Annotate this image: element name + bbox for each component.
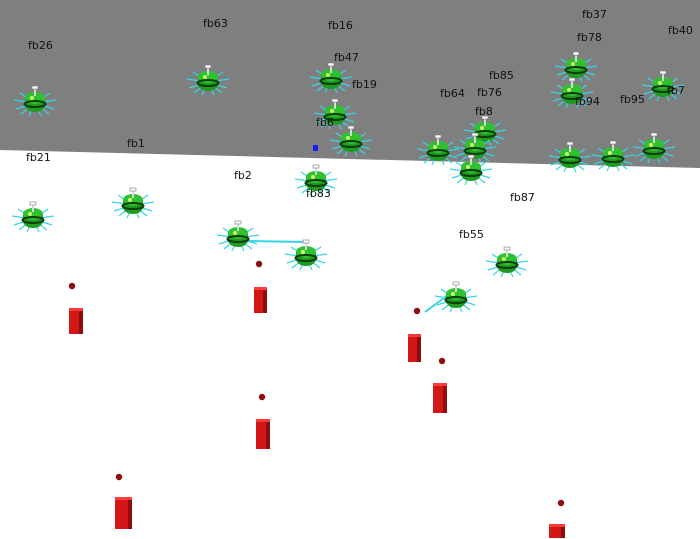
robot-label-fb7[interactable]: fb7 xyxy=(667,85,685,97)
robot-label-fb2[interactable]: fb2 xyxy=(234,170,252,182)
robot-label-fb16[interactable]: fb16 xyxy=(328,20,353,32)
robot-label-fb87[interactable]: fb87 xyxy=(510,192,535,204)
obstacle-marker-2 xyxy=(256,261,262,267)
robot-label-fb1[interactable]: fb1 xyxy=(127,138,145,150)
target-marker[interactable] xyxy=(313,145,318,151)
robot-20[interactable] xyxy=(285,240,327,270)
robot-label-fb64[interactable]: fb64 xyxy=(440,88,465,100)
robot-18[interactable] xyxy=(12,202,54,232)
robot-label-fb8[interactable]: fb8 xyxy=(475,106,493,118)
robot-label-fb85[interactable]: fb85 xyxy=(489,70,514,82)
obstacle-marker-5 xyxy=(259,394,265,400)
robot-label-fb76[interactable]: fb76 xyxy=(477,87,502,99)
obstacle-marker-7 xyxy=(558,500,564,506)
robot-label-fb63[interactable]: fb63 xyxy=(203,18,228,30)
robot-22[interactable] xyxy=(435,282,477,312)
robot-label-fb37[interactable]: fb37 xyxy=(582,9,607,21)
obstacle-marker-3 xyxy=(414,308,420,314)
robot-icon xyxy=(435,282,477,312)
obstacle-block-6[interactable] xyxy=(115,497,132,529)
robot-label-fb95[interactable]: fb95 xyxy=(620,94,645,106)
robot-label-fb55[interactable]: fb55 xyxy=(459,229,484,241)
robot-icon xyxy=(217,221,259,251)
robot-label-fb47[interactable]: fb47 xyxy=(334,52,359,64)
obstacle-block-3[interactable] xyxy=(408,334,421,362)
robot-icon xyxy=(285,240,327,270)
robot-label-fb40[interactable]: fb40 xyxy=(668,25,693,37)
communication-links xyxy=(247,241,455,312)
obstacle-marker-1 xyxy=(69,283,75,289)
robot-label-fb26[interactable]: fb26 xyxy=(28,40,53,52)
robot-label-fb83[interactable]: fb83 xyxy=(306,188,331,200)
robot-19[interactable] xyxy=(217,221,259,251)
obstacle-block-7[interactable] xyxy=(549,524,565,538)
robot-icon xyxy=(112,188,154,218)
communication-link-1 xyxy=(247,241,306,242)
robot-label-fb78[interactable]: fb78 xyxy=(577,32,602,44)
robot-label-fb6[interactable]: fb6 xyxy=(316,117,334,129)
obstacle-marker-4 xyxy=(439,358,445,364)
robot-icon xyxy=(12,202,54,232)
robot-21[interactable] xyxy=(486,247,528,277)
robot-label-fb94[interactable]: fb94 xyxy=(575,96,600,108)
robot-label-fb21[interactable]: fb21 xyxy=(26,152,51,164)
robot-17[interactable] xyxy=(112,188,154,218)
obstacle-block-1[interactable] xyxy=(69,308,83,334)
obstacle-marker-6 xyxy=(116,474,122,480)
robot-label-fb19[interactable]: fb19 xyxy=(352,79,377,91)
obstacle-block-5[interactable] xyxy=(256,419,270,449)
robot-icon xyxy=(486,247,528,277)
obstacle-block-4[interactable] xyxy=(433,383,447,413)
obstacle-block-2[interactable] xyxy=(254,287,267,313)
